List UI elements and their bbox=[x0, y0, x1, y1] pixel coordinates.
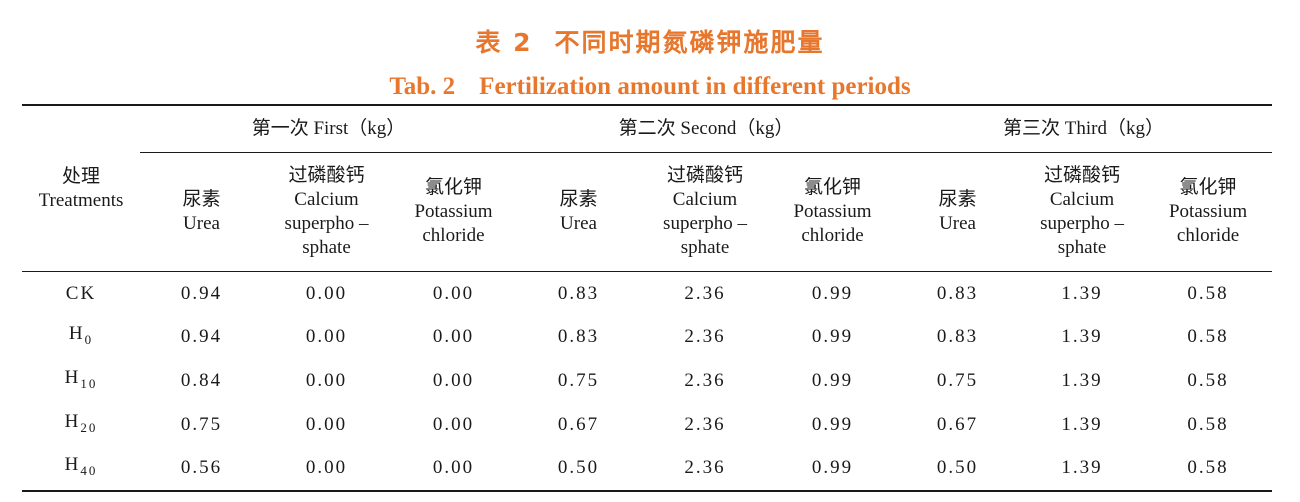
table-row: H0 0.94 0.00 0.00 0.83 2.36 0.99 0.83 1.39 0.58 bbox=[22, 316, 1272, 360]
value-cell: 0.94 bbox=[180, 282, 223, 304]
header-group-second: 第二次 Second（kg） bbox=[517, 104, 896, 153]
value-cell: 0.83 bbox=[557, 282, 600, 304]
value-cell: 0.99 bbox=[811, 326, 854, 348]
value-cell: 0.84 bbox=[180, 369, 223, 391]
value-cell: 0.58 bbox=[1187, 413, 1229, 435]
value-cell: 0.94 bbox=[180, 326, 223, 348]
value-cell: 0.83 bbox=[936, 282, 979, 304]
value-cell: 0.99 bbox=[811, 369, 854, 391]
value-cell: 0.58 bbox=[1187, 282, 1229, 304]
value-cell: 0.99 bbox=[811, 282, 854, 304]
value-cell: 0.58 bbox=[1187, 369, 1229, 391]
value-cell: 0.00 bbox=[432, 369, 475, 391]
value-cell: 0.00 bbox=[390, 446, 517, 492]
header-potassium-2: 氯化钾 Potassium chloride bbox=[770, 152, 896, 272]
value-cell: 0.00 bbox=[305, 413, 348, 435]
value-cell: 0.75 bbox=[180, 413, 223, 435]
fertilization-table: 处理 Treatments 第一次 First（kg） 第二次 Second（k… bbox=[22, 104, 1273, 492]
value-cell: 1.39 bbox=[1061, 282, 1103, 304]
header-calcium-2: 过磷酸钙 Calcium superpho – sphate bbox=[640, 152, 770, 272]
table-row: H20 0.75 0.00 0.00 0.67 2.36 0.99 0.67 1.39 0.58 bbox=[22, 403, 1272, 447]
table-caption-chinese: 表 2 不同时期氮磷钾施肥量 bbox=[0, 26, 1300, 60]
header-group-first: 第一次 First（kg） bbox=[140, 104, 517, 153]
table-caption-english: Tab. 2 Fertilization amount in different … bbox=[0, 70, 1300, 104]
value-cell: 0.00 bbox=[432, 413, 475, 435]
treatment-cell: CK bbox=[65, 282, 97, 304]
value-cell: 0.75 bbox=[936, 369, 979, 391]
header-calcium-3: 过磷酸钙 Calcium superpho – sphate bbox=[1020, 152, 1145, 272]
table-label-en: Tab. 2 bbox=[389, 73, 456, 100]
header-potassium-3: 氯化钾 Potassium chloride bbox=[1144, 152, 1273, 272]
value-cell: 2.36 bbox=[684, 369, 726, 391]
value-cell: 0.50 bbox=[517, 446, 640, 492]
value-cell: 0.00 bbox=[432, 326, 475, 348]
value-cell: 0.00 bbox=[305, 326, 348, 348]
header-calcium-1: 过磷酸钙 Calcium superpho – sphate bbox=[263, 152, 390, 272]
value-cell: 0.83 bbox=[936, 326, 979, 348]
table-row: H10 0.84 0.00 0.00 0.75 2.36 0.99 0.75 1.39 0.58 bbox=[22, 359, 1272, 403]
treatment-cell: H10 bbox=[64, 366, 98, 391]
table-title-en: Fertilization amount in different period… bbox=[479, 73, 911, 100]
table-title-cn: 不同时期氮磷钾施肥量 bbox=[554, 28, 825, 57]
table-row: CK 0.94 0.00 0.00 0.83 2.36 0.99 0.83 1.39 0.58 bbox=[22, 272, 1272, 316]
value-cell: 1.39 bbox=[1020, 446, 1145, 492]
header-urea-3: 尿素 Urea bbox=[895, 152, 1021, 272]
table-row: H40 0.56 0.00 0.00 0.50 2.36 0.99 0.50 1.39 0.58 bbox=[22, 446, 1273, 492]
value-cell: 2.36 bbox=[684, 282, 726, 304]
treatment-cell: H20 bbox=[64, 410, 98, 435]
value-cell: 0.99 bbox=[770, 446, 896, 492]
value-cell: 0.67 bbox=[936, 413, 979, 435]
treatment-cell: H0 bbox=[68, 323, 94, 348]
value-cell: 0.00 bbox=[305, 369, 348, 391]
table-label-cn: 表 2 bbox=[475, 28, 533, 57]
value-cell: 0.50 bbox=[895, 446, 1021, 492]
value-cell: 0.00 bbox=[432, 282, 475, 304]
header-group-third: 第三次 Third（kg） bbox=[895, 104, 1273, 153]
value-cell: 0.83 bbox=[557, 326, 600, 348]
value-cell: 2.36 bbox=[684, 326, 726, 348]
value-cell: 0.58 bbox=[1187, 326, 1229, 348]
value-cell: 1.39 bbox=[1061, 369, 1103, 391]
value-cell: 0.75 bbox=[557, 369, 600, 391]
value-cell: 0.00 bbox=[305, 282, 348, 304]
value-cell: 0.00 bbox=[263, 446, 390, 492]
value-cell: 0.67 bbox=[557, 413, 600, 435]
value-cell: 0.56 bbox=[140, 446, 263, 492]
value-cell: 2.36 bbox=[684, 413, 726, 435]
treatment-cell: H40 bbox=[22, 446, 140, 492]
header-urea-2: 尿素 Urea bbox=[517, 152, 640, 272]
value-cell: 1.39 bbox=[1061, 413, 1103, 435]
value-cell: 0.58 bbox=[1144, 446, 1273, 492]
value-cell: 2.36 bbox=[640, 446, 770, 492]
header-urea-1: 尿素 Urea bbox=[140, 152, 263, 272]
header-treatments: 处理 Treatments bbox=[22, 104, 140, 272]
value-cell: 1.39 bbox=[1061, 326, 1103, 348]
value-cell: 0.99 bbox=[811, 413, 854, 435]
header-potassium-1: 氯化钾 Potassium chloride bbox=[390, 152, 517, 272]
